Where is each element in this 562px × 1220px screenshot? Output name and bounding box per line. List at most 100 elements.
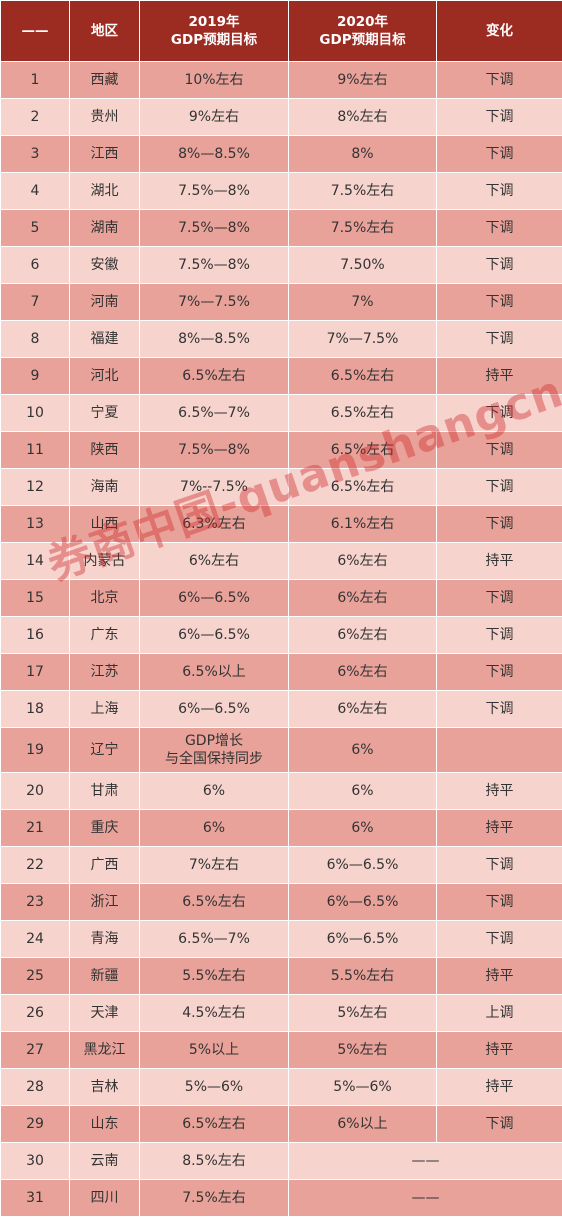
row-2019-target: 6%左右	[139, 542, 289, 580]
header-change: 变化	[436, 0, 562, 62]
header-2019-target: 2019年 GDP预期目标	[139, 0, 289, 62]
table-row: 26 天津 4.5%左右 5%左右 上调	[0, 994, 562, 1032]
row-2019-target: 6.5%左右	[139, 357, 289, 395]
row-index: 4	[0, 172, 70, 210]
row-change: 下调	[436, 468, 562, 506]
table-row: 27 黑龙江 5%以上 5%左右 持平	[0, 1031, 562, 1069]
row-index: 12	[0, 468, 70, 506]
row-region: 上海	[69, 690, 140, 728]
row-2020-target: 7%	[288, 283, 437, 321]
table-body: 1 西藏 10%左右 9%左右 下调 2 贵州 9%左右 8%左右 下调 3 江西 8%—8.5% 8% 下…	[0, 61, 562, 1217]
header-2020-year: 2020年	[336, 14, 389, 30]
row-region: 陕西	[69, 431, 140, 469]
row-region: 宁夏	[69, 394, 140, 432]
header-index: ——	[0, 0, 70, 62]
row-change: 下调	[436, 431, 562, 469]
row-index: 16	[0, 616, 70, 654]
table-row: 15 北京 6%—6.5% 6%左右 下调	[0, 579, 562, 617]
row-2019-target: 4.5%左右	[139, 994, 289, 1032]
row-index: 30	[0, 1142, 70, 1180]
row-2020-target: 6%	[288, 727, 437, 773]
row-2019-target: 8.5%左右	[139, 1142, 289, 1180]
row-index: 1	[0, 61, 70, 99]
row-2019-target: 6.5%左右	[139, 883, 289, 921]
row-2020-merged: ——	[288, 1179, 562, 1217]
row-change: 上调	[436, 994, 562, 1032]
row-change: 下调	[436, 579, 562, 617]
row-region: 福建	[69, 320, 140, 358]
table-row: 7 河南 7%—7.5% 7% 下调	[0, 283, 562, 321]
row-2020-target: 6%左右	[288, 690, 437, 728]
row-2019-target: 5.5%左右	[139, 957, 289, 995]
row-region: 湖北	[69, 172, 140, 210]
row-2020-target: 6%左右	[288, 542, 437, 580]
row-index: 14	[0, 542, 70, 580]
table-row: 28 吉林 5%—6% 5%—6% 持平	[0, 1068, 562, 1106]
row-2019-target: 7.5%—8%	[139, 431, 289, 469]
row-2020-target: 6.5%左右	[288, 431, 437, 469]
table-row: 25 新疆 5.5%左右 5.5%左右 持平	[0, 957, 562, 995]
row-change: 持平	[436, 1031, 562, 1069]
table-row: 13 山西 6.3%左右 6.1%左右 下调	[0, 505, 562, 543]
table-row: 3 江西 8%—8.5% 8% 下调	[0, 135, 562, 173]
row-change: 下调	[436, 1105, 562, 1143]
row-index: 20	[0, 772, 70, 810]
row-2019-target-line2: 与全国保持同步	[165, 751, 263, 767]
row-change: 下调	[436, 505, 562, 543]
row-region: 浙江	[69, 883, 140, 921]
row-change: 下调	[436, 616, 562, 654]
row-2020-target: 6.5%左右	[288, 468, 437, 506]
row-2020-target: 6%左右	[288, 579, 437, 617]
row-2019-target: 6%—6.5%	[139, 616, 289, 654]
row-change: 下调	[436, 172, 562, 210]
table-row: 4 湖北 7.5%—8% 7.5%左右 下调	[0, 172, 562, 210]
table-row: 5 湖南 7.5%—8% 7.5%左右 下调	[0, 209, 562, 247]
row-2019-target: 10%左右	[139, 61, 289, 99]
row-change: 下调	[436, 846, 562, 884]
table-row: 18 上海 6%—6.5% 6%左右 下调	[0, 690, 562, 728]
row-index: 5	[0, 209, 70, 247]
table-row: 21 重庆 6% 6% 持平	[0, 809, 562, 847]
row-2020-target: 7.5%左右	[288, 209, 437, 247]
table-row: 24 青海 6.5%—7% 6%—6.5% 下调	[0, 920, 562, 958]
header-region: 地区	[69, 0, 140, 62]
row-index: 3	[0, 135, 70, 173]
row-region: 西藏	[69, 61, 140, 99]
row-region: 海南	[69, 468, 140, 506]
row-index: 21	[0, 809, 70, 847]
table-row: 8 福建 8%—8.5% 7%—7.5% 下调	[0, 320, 562, 358]
table-row: 14 内蒙古 6%左右 6%左右 持平	[0, 542, 562, 580]
header-2019-label: GDP预期目标	[170, 32, 258, 48]
table-row: 31 四川 7.5%左右 ——	[0, 1179, 562, 1217]
header-2020-target: 2020年 GDP预期目标	[288, 0, 437, 62]
row-2019-target: 8%—8.5%	[139, 135, 289, 173]
row-change: 下调	[436, 920, 562, 958]
row-2019-target: 6.5%—7%	[139, 394, 289, 432]
row-change: 下调	[436, 883, 562, 921]
row-index: 11	[0, 431, 70, 469]
row-2020-target: 6%	[288, 809, 437, 847]
row-2019-target: 7.5%—8%	[139, 172, 289, 210]
row-2019-target: 8%—8.5%	[139, 320, 289, 358]
row-region: 广西	[69, 846, 140, 884]
row-region: 新疆	[69, 957, 140, 995]
row-index: 26	[0, 994, 70, 1032]
row-index: 19	[0, 727, 70, 773]
row-2020-target: 6.5%左右	[288, 394, 437, 432]
table-row: 12 海南 7%--7.5% 6.5%左右 下调	[0, 468, 562, 506]
row-2019-target: 7%--7.5%	[139, 468, 289, 506]
row-index: 15	[0, 579, 70, 617]
row-region: 甘肃	[69, 772, 140, 810]
row-region: 广东	[69, 616, 140, 654]
row-2020-target: 7.5%左右	[288, 172, 437, 210]
row-change: 下调	[436, 320, 562, 358]
row-change: 下调	[436, 98, 562, 136]
row-region: 重庆	[69, 809, 140, 847]
row-2019-target: 9%左右	[139, 98, 289, 136]
row-region: 内蒙古	[69, 542, 140, 580]
row-index: 25	[0, 957, 70, 995]
row-2019-target: 6.5%以上	[139, 653, 289, 691]
row-region: 山东	[69, 1105, 140, 1143]
row-change: 下调	[436, 394, 562, 432]
row-change: 下调	[436, 135, 562, 173]
